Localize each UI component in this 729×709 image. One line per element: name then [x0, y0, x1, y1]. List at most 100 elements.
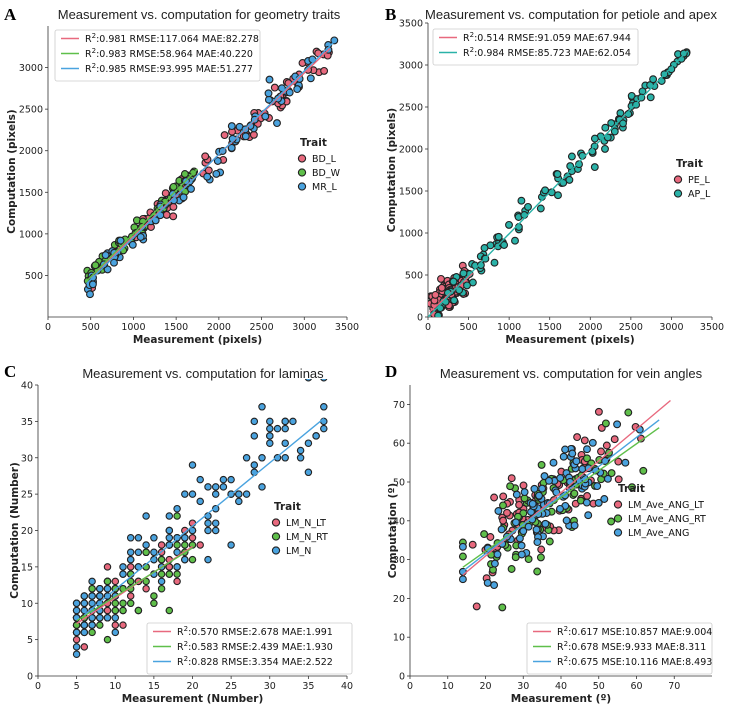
point-lm-ave-ang-lt [610, 435, 619, 444]
point-lm-n [188, 526, 197, 535]
point-lm-ave-ang [458, 542, 467, 551]
stats-legend-entry: R2:0.828 RMSE:3.354 MAE:2.522 [177, 655, 333, 668]
point-lm-n-rt [173, 541, 181, 549]
point-lm-n [165, 534, 174, 542]
y-tick-label: 30 [393, 555, 405, 566]
point-lm-n [181, 534, 189, 542]
point-mr-l [88, 280, 97, 289]
trait-legend: Trait BD_L BD_W MR_L [297, 137, 341, 193]
point-lm-ave-ang-rt [628, 483, 636, 492]
point-lm-n [211, 519, 220, 527]
point-lm-n [204, 526, 212, 535]
r2-stats: :0.828 RMSE:3.354 MAE:2.522 [188, 657, 333, 668]
x-tick-label: 50 [593, 681, 605, 692]
stats-legend: R2:0.514 RMSE:91.059 MAE:67.944R2:0.984 … [432, 28, 639, 66]
point-lm-n [266, 432, 274, 440]
trait-legend-marker [297, 154, 307, 163]
r2-symbol: R [557, 657, 564, 668]
point-lm-ave-ang [512, 490, 521, 499]
point-lm-ave-ang [490, 581, 499, 590]
point-lm-ave-ang [545, 476, 553, 485]
point-lm-ave-ang-lt [602, 441, 611, 450]
y-tick-label: 10 [21, 599, 33, 610]
r2-symbol: R [557, 642, 564, 653]
trait-legend-entry: BD_L [312, 154, 337, 165]
point-lm-n [111, 614, 120, 622]
stats-legend-entry: R2:0.617 MSE:10.857 MAE:9.004 [557, 625, 712, 638]
point-lm-n [281, 424, 289, 433]
point-mr-l [203, 172, 212, 181]
x-tick-label: 0 [35, 681, 41, 692]
point-lm-ave-ang-rt [507, 565, 516, 573]
point-lm-n [80, 606, 89, 615]
point-lm-ave-ang-lt [597, 447, 605, 456]
point-lm-ave-ang [530, 484, 539, 493]
y-tick-label: 10 [393, 633, 405, 644]
stats-legend-box [146, 622, 353, 675]
x-tick-label: 40 [341, 681, 353, 692]
point-lm-n [219, 475, 228, 484]
point-lm-ave-ang [524, 522, 533, 531]
y-tick-label: 0 [27, 672, 33, 683]
point-bd-l [320, 66, 329, 75]
point-lm-n [134, 534, 143, 542]
r2-superscript: 2 [92, 62, 96, 70]
point-ap-l [505, 220, 513, 229]
y-tick-label: 30 [21, 453, 33, 464]
point-lm-ave-ang [621, 458, 630, 467]
r2-symbol: R [85, 34, 92, 45]
point-lm-ave-ang-rt [458, 552, 467, 561]
point-lm-n [258, 403, 266, 411]
point-lm-ave-ang-lt [499, 492, 508, 501]
y-tick-label: 1500 [19, 188, 43, 199]
point-lm-n [150, 548, 158, 557]
r2-symbol: R [463, 48, 470, 59]
point-lm-n-lt [111, 621, 120, 629]
point-lm-n [204, 483, 212, 491]
fit-line-lm-ave-ang-lt [462, 399, 671, 576]
y-tick-label: 40 [393, 516, 405, 527]
point-lm-n-rt [103, 635, 112, 644]
stats-legend-entry: R2:0.984 RMSE:85.723 MAE:62.054 [463, 46, 631, 59]
stats-legend-entry: R2:0.570 RMSE:2.678 MAE:1.991 [177, 625, 333, 638]
point-lm-n [266, 417, 274, 426]
y-tick-label: 50 [393, 478, 405, 489]
point-bd-l [270, 83, 279, 92]
y-tick-label: 500 [405, 271, 423, 282]
point-ap-l [601, 144, 609, 153]
trait-legend-entry: LM_N_LT [286, 518, 326, 529]
point-lm-ave-ang [593, 482, 602, 491]
point-ap-l [541, 186, 550, 195]
x-tick-label: 3000 [659, 322, 683, 333]
point-lm-n-rt [126, 599, 135, 608]
point-lm-n [281, 454, 289, 462]
r2-symbol: R [85, 49, 92, 60]
point-lm-ave-ang-lt [519, 481, 528, 490]
point-lm-ave-ang [497, 525, 506, 534]
point-lm-n [273, 424, 282, 433]
r2-superscript: 2 [470, 46, 474, 54]
point-bd-w [180, 170, 189, 178]
point-lm-ave-ang [538, 484, 547, 493]
point-mr-l [212, 169, 221, 178]
point-lm-n-rt [157, 570, 166, 578]
r2-symbol: R [177, 657, 184, 668]
y-tick-label: 2000 [399, 145, 423, 156]
point-lm-n [96, 592, 104, 600]
x-tick-label: 3500 [700, 322, 724, 333]
point-lm-n [111, 628, 120, 637]
point-mr-l [285, 88, 294, 97]
point-lm-ave-ang-rt [537, 460, 546, 469]
point-lm-n-lt [126, 563, 135, 571]
point-lm-n [119, 563, 127, 571]
point-ap-l [567, 152, 576, 161]
point-lm-n [103, 584, 112, 593]
point-mr-l [101, 251, 110, 260]
point-lm-n [296, 454, 305, 462]
trait-legend-marker [613, 500, 623, 509]
point-lm-ave-ang [570, 521, 579, 530]
r2-stats: :0.583 RMSE:2.439 MAE:1.930 [188, 642, 333, 653]
point-lm-ave-ang [572, 457, 581, 466]
